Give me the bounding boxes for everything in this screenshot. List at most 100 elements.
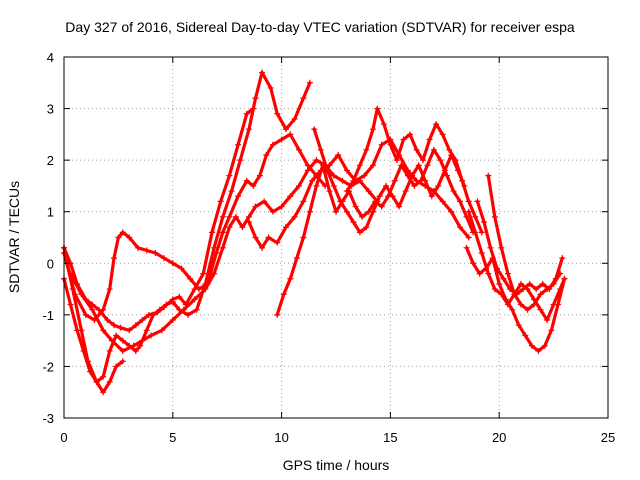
series-10-point [472,229,479,236]
series-13-point [113,363,120,370]
series-9-point [541,342,548,349]
series-13-point [100,389,107,396]
series-2-point [193,306,200,313]
series-11-point [559,255,566,262]
series-4-point [180,306,187,313]
series-13-point [93,378,100,385]
series-2-point [119,337,126,344]
series-8-point [420,157,427,164]
series-7-point [324,167,331,174]
series-6-point [411,182,418,189]
series-3-point [296,146,303,153]
series-8-point [393,157,400,164]
series-2-point [143,327,150,334]
series-7-point [435,182,442,189]
series-5-point [259,244,266,251]
series-2-point [245,126,252,133]
series-5-point [439,198,446,205]
series-2-point [150,311,157,318]
series-4-point [78,291,85,298]
series-8-point [369,126,376,133]
series-4-point [211,270,218,277]
series-12-point [517,301,524,308]
series-4-point [287,193,294,200]
series-13-point [87,368,94,375]
series-8-point [426,136,433,143]
series-8-point [472,213,479,220]
x-tick-label: 0 [60,430,67,445]
series-6-point [450,188,457,195]
series-2-point [291,115,298,122]
series-4-point [219,244,226,251]
series-12-point [544,286,551,293]
series-8-point [363,146,370,153]
series-3-point [256,172,263,179]
series-7-point [363,224,370,231]
series-3-trace [62,132,327,322]
series-4-point [119,347,126,354]
series-6-point [359,213,366,220]
series-4-point [158,327,165,334]
series-3-point [304,162,311,169]
series-12 [485,172,564,313]
series-7-point [317,146,324,153]
series-2-point [282,126,289,133]
series-9-point [476,270,483,277]
series-8-point [406,131,413,138]
series-3-point [143,247,150,254]
series-8-point [459,177,466,184]
series-10-point [485,270,492,277]
series-3-point [187,275,194,282]
series-13-trace [62,277,125,394]
series-11 [474,198,566,298]
series-9-point [548,327,555,334]
series-8-point [400,136,407,143]
series-3-point [178,265,185,272]
series-4-point [261,198,268,205]
series-8-point [387,141,394,148]
series-5-point [291,213,298,220]
series-10 [465,208,568,324]
series-11-point [520,286,527,293]
series-6-point [306,208,313,215]
series-13-point [67,301,74,308]
y-tick-label: 4 [47,50,54,65]
series-10-trace [467,210,567,322]
series-4-point [330,172,337,179]
x-tick-label: 25 [601,430,615,445]
series-10-point [557,286,564,293]
series-5-point [448,208,455,215]
series-5-point [378,141,385,148]
series-5-point [245,219,252,226]
series-3-point [71,291,78,298]
series-3-point [219,229,226,236]
series-9 [463,244,568,354]
y-tick-label: -3 [42,411,54,426]
series-3-point [115,234,122,241]
series-4-point [245,213,252,220]
series-3-point [169,260,176,267]
series-8-point [452,157,459,164]
series-1-point [176,293,183,300]
series-12-point [557,270,564,277]
series-7-point [311,126,318,133]
series-9-point [470,260,477,267]
series-10-point [491,286,498,293]
series-8-point [439,131,446,138]
y-tick-label: 0 [47,256,54,271]
plot-frame [63,56,609,419]
series-6-point [457,198,464,205]
series-4-point [108,337,115,344]
series-7-point [409,172,416,179]
y-tick-label: 3 [47,102,54,117]
series-5-point [274,239,281,246]
series-7-point [330,182,337,189]
series-8-point [433,121,440,128]
series-4-point [148,332,155,339]
y-tick-label: 2 [47,153,54,168]
y-tick-label: -1 [42,308,54,323]
series-5-point [300,198,307,205]
series-2-point [185,311,192,318]
series-3-point [126,234,133,241]
series-7-point [396,203,403,210]
